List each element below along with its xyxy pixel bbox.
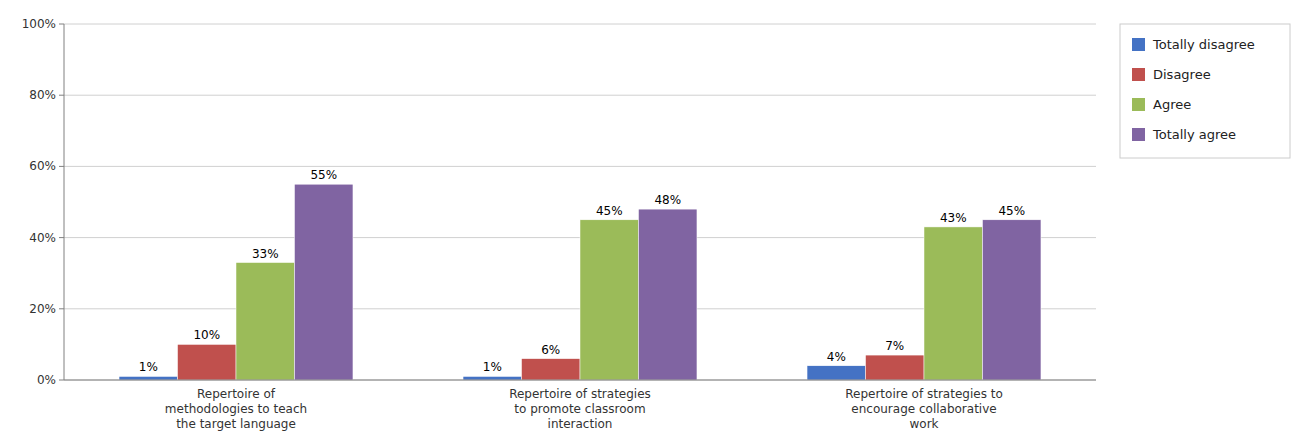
chart-container: 0% 20% 40% 60% 80% 100% 1% 1% 4% 10% 6% 7% 33% 45% 43%… [0, 0, 1306, 446]
bar [580, 220, 638, 380]
bar [866, 355, 924, 380]
y-tick-label: 100% [22, 17, 56, 31]
x-axis-line [64, 380, 1096, 381]
y-tick-label: 20% [29, 302, 56, 316]
x-tick-label: Repertoire of strategies toencourage col… [845, 387, 1003, 431]
x-tick-label-line: the target language [176, 417, 296, 431]
y-tick [59, 308, 64, 309]
y-tick-label: 40% [29, 231, 56, 245]
bar [178, 344, 236, 380]
y-tick [59, 380, 64, 381]
data-label: 1% [483, 360, 502, 374]
grid [64, 24, 1096, 380]
bars [119, 184, 1041, 380]
data-label: 55% [310, 168, 337, 182]
grid-line [64, 166, 1096, 167]
x-tick-label-line: methodologies to teach [165, 402, 307, 416]
y-axis: 0% 20% 40% 60% 80% 100% [22, 17, 64, 387]
grid-line [64, 380, 1096, 381]
data-label: 6% [541, 343, 560, 357]
legend-label: Totally disagree [1152, 37, 1255, 52]
x-tick-label-line: encourage collaborative [851, 402, 996, 416]
y-tick-label: 0% [37, 373, 56, 387]
x-tick-label-line: Repertoire of strategies [509, 387, 651, 401]
bar [924, 227, 982, 380]
legend-label: Disagree [1153, 67, 1211, 82]
legend-swatch [1132, 68, 1145, 81]
y-axis-line [64, 24, 65, 380]
legend-frame [1120, 24, 1290, 158]
x-tick-label-line: Repertoire of strategies to [845, 387, 1003, 401]
y-tick [59, 166, 64, 167]
x-tick-label: Repertoire of strategiesto promote class… [509, 387, 651, 431]
data-label: 45% [998, 204, 1025, 218]
data-label: 10% [193, 328, 220, 342]
x-tick-label-line: interaction [548, 417, 613, 431]
bar [294, 184, 352, 380]
data-label: 48% [654, 193, 681, 207]
legend-swatch [1132, 98, 1145, 111]
bar [982, 220, 1040, 380]
data-label: 7% [885, 339, 904, 353]
y-tick [59, 24, 64, 25]
grid-line [64, 24, 1096, 25]
x-tick-label: Repertoire ofmethodologies to teachthe t… [165, 387, 307, 431]
x-tick-label-line: work [909, 417, 938, 431]
grid-line [64, 95, 1096, 96]
data-label: 43% [940, 211, 967, 225]
y-tick [59, 237, 64, 238]
x-tick-label-line: to promote classroom [514, 402, 645, 416]
legend: Totally disagree Disagree Agree Totally agr… [1120, 24, 1290, 158]
data-label: 4% [827, 350, 846, 364]
x-tick-label-line: Repertoire of [197, 387, 276, 401]
bar [463, 376, 521, 380]
bar [807, 366, 865, 380]
x-axis: Repertoire ofmethodologies to teachthe t… [165, 387, 1003, 431]
y-tick [59, 95, 64, 96]
y-tick-label: 80% [29, 88, 56, 102]
legend-label: Totally agree [1152, 127, 1236, 142]
data-label: 1% [139, 360, 158, 374]
bar [236, 263, 294, 380]
y-tick-label: 60% [29, 159, 56, 173]
bar [119, 376, 177, 380]
legend-swatch [1132, 128, 1145, 141]
chart: 0% 20% 40% 60% 80% 100% 1% 1% 4% 10% 6% 7% 33% 45% 43%… [0, 0, 1306, 446]
data-label: 33% [252, 247, 279, 261]
legend-label: Agree [1153, 97, 1191, 112]
data-label: 45% [596, 204, 623, 218]
data-labels: 1% 1% 4% 10% 6% 7% 33% 45% 43% 55% 48% 45% [139, 168, 1025, 374]
bar [638, 209, 696, 380]
bar [522, 359, 580, 380]
legend-swatch [1132, 38, 1145, 51]
